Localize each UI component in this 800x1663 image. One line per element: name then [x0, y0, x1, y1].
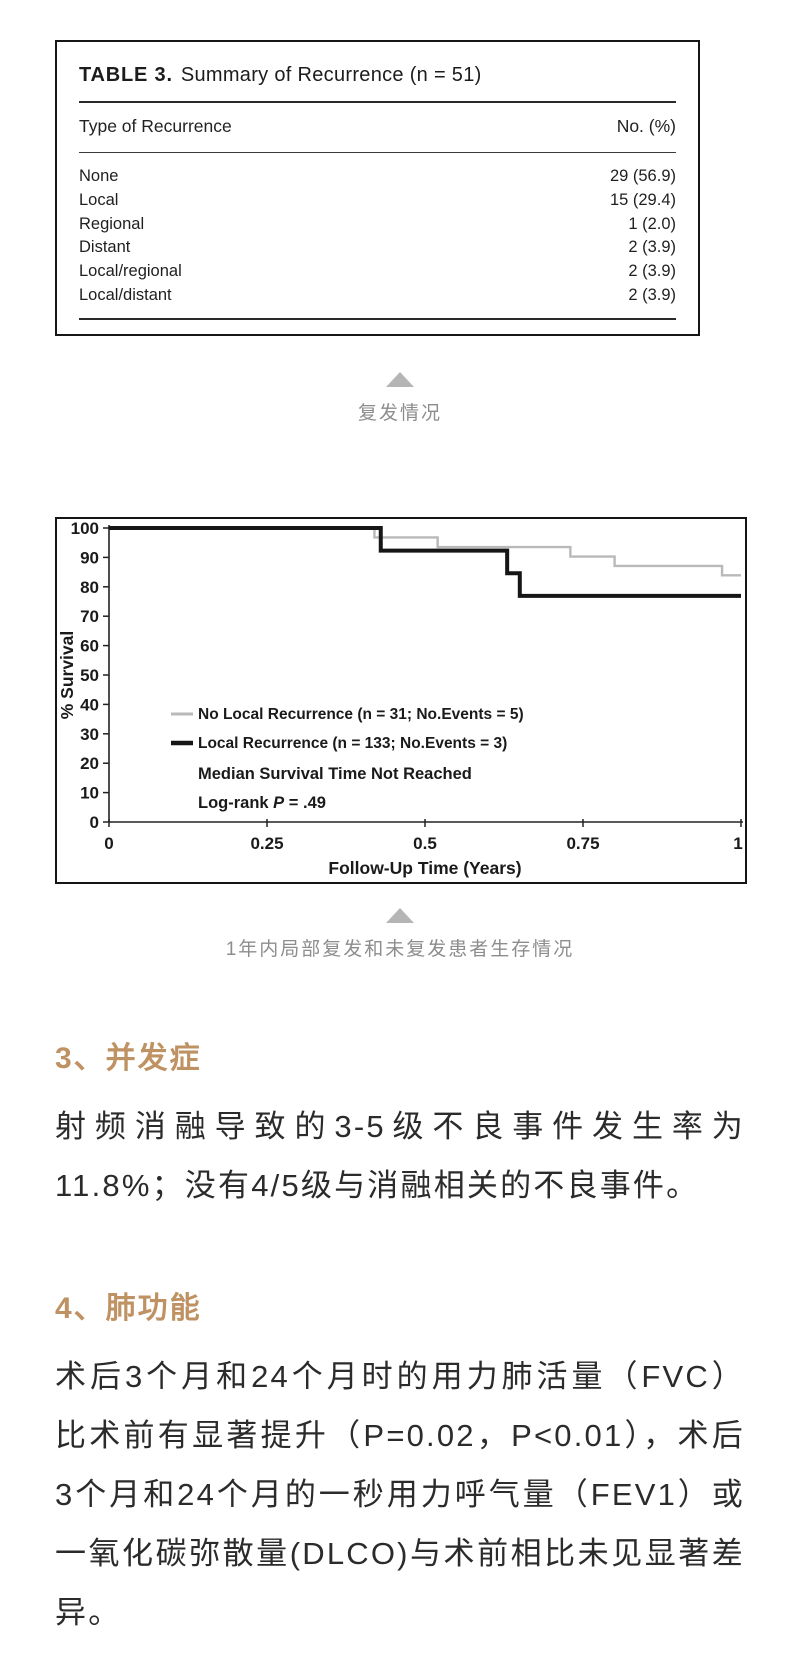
no-pct-cell: 2 (3.9): [628, 285, 676, 304]
y-tick-label: 90: [80, 548, 99, 567]
recurrence-type-cell: Local: [79, 190, 119, 209]
table-row: Local 15 (29.4): [79, 189, 676, 213]
no-pct-cell: 2 (3.9): [628, 262, 676, 281]
legend-label-0: No Local Recurrence (n = 31; No.Events =…: [198, 706, 524, 723]
table-row: Regional 1 (2.0): [79, 213, 676, 237]
table-row: Local/regional 2 (3.9): [79, 260, 676, 284]
no-pct-cell: 15 (29.4): [609, 190, 676, 209]
no-pct-cell: 1 (2.0): [628, 214, 676, 233]
section-paragraph: 术后3个月和24个月时的用力肺活量（FVC）比术前有显著提升（P=0.02，P<…: [55, 1358, 745, 1630]
table-col-no-pct: No. (%): [616, 116, 676, 136]
table-title: TABLE 3. Summary of Recurrence (n = 51): [79, 58, 676, 101]
no-pct-cell: 2 (3.9): [628, 238, 676, 257]
km-survival-chart: 0 10 20 30 40 50 60 70 80 90 100 0 0.25 0.5 0.75 1 Follo…: [57, 519, 743, 878]
y-tick-label: 100: [71, 519, 99, 538]
y-tick-label: 40: [80, 695, 99, 714]
annotation-median: Median Survival Time Not Reached: [198, 765, 472, 783]
chart-figure: 0 10 20 30 40 50 60 70 80 90 100 0 0.25 0.5 0.75 1 Follo…: [55, 516, 747, 884]
x-tick-label: 0.75: [566, 834, 599, 853]
x-tick-label: 1: [733, 834, 742, 853]
recurrence-type-cell: Regional: [79, 214, 145, 233]
table-row: Distant 2 (3.9): [79, 236, 676, 260]
table-collapse-control[interactable]: 复发情况: [55, 371, 745, 425]
legend-label-1: Local Recurrence (n = 133; No.Events = 3…: [198, 735, 507, 752]
annotation-logrank: Log-rank P = .49: [198, 794, 326, 812]
table-body: None 29 (56.9) Local 15 (29.4) Regional 1 (2.…: [79, 153, 676, 318]
y-tick-label: 50: [80, 666, 99, 685]
collapse-up-triangle-icon[interactable]: [386, 371, 414, 387]
y-tick-label: 80: [80, 578, 99, 597]
y-tick-label: 0: [90, 813, 99, 832]
no-pct-cell: 29 (56.9): [609, 167, 676, 185]
y-tick-label: 10: [80, 783, 99, 802]
table-row: None 29 (56.9): [79, 165, 676, 189]
table-row: Local/distant 2 (3.9): [79, 284, 676, 308]
y-tick-label: 20: [80, 754, 99, 773]
series-line-1: [109, 525, 741, 598]
x-tick-label: 0: [104, 834, 113, 853]
section-heading: 3、并发症: [55, 1041, 202, 1075]
x-tick-label: 0.25: [250, 834, 283, 853]
y-tick-label: 30: [80, 725, 99, 744]
chart-caption: 1年内局部复发和未复发患者生存情况: [225, 938, 575, 960]
x-axis-title: Follow-Up Time (Years): [328, 858, 521, 878]
x-tick-label: 0.5: [413, 834, 437, 853]
section-paragraph: 射频消融导致的3-5级不良事件发生率为11.8%；没有4/5级与消融相关的不良事…: [55, 1108, 745, 1203]
table-title-text: Summary of Recurrence (n = 51): [180, 64, 482, 86]
recurrence-type-cell: Local/regional: [79, 262, 182, 281]
table-rule-top: [79, 101, 676, 103]
table-rule-bottom: [79, 317, 676, 320]
section-complications: 3、并发症 射频消融导致的3-5级不良事件发生率为11.8%；没有4/5级与消融…: [55, 1033, 745, 1215]
y-axis-title: % Survival: [57, 631, 77, 720]
section-heading: 4、肺功能: [55, 1291, 202, 1325]
y-tick-label: 60: [80, 636, 99, 655]
collapse-up-triangle-icon[interactable]: [386, 907, 414, 923]
section-lung-function: 4、肺功能 术后3个月和24个月时的用力肺活量（FVC）比术前有显著提升（P=0…: [55, 1283, 745, 1642]
table-rule-header: [79, 152, 676, 153]
table-figure: TABLE 3. Summary of Recurrence (n = 51) T…: [55, 40, 700, 336]
table-col-type: Type of Recurrence: [79, 116, 232, 136]
chart-collapse-control[interactable]: 1年内局部复发和未复发患者生存情况: [55, 907, 745, 961]
table-header-row: Type of Recurrence No. (%): [79, 103, 676, 152]
series-line-0: [109, 526, 741, 577]
recurrence-type-cell: Local/distant: [79, 285, 172, 304]
recurrence-type-cell: Distant: [79, 238, 131, 257]
y-tick-label: 70: [80, 607, 99, 626]
table-title-label: TABLE 3.: [79, 64, 173, 86]
table-caption: 复发情况: [357, 402, 442, 424]
recurrence-type-cell: None: [79, 167, 119, 185]
